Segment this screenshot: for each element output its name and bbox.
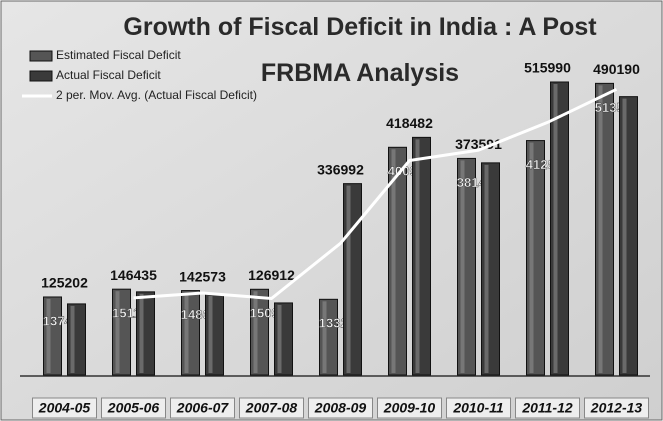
x-tick-label: 2008-09: [314, 400, 367, 416]
bar: [457, 157, 476, 376]
x-tick-label: 2012-13: [590, 400, 643, 416]
x-tick-box: [377, 397, 442, 419]
x-tick-box: [239, 397, 304, 419]
data-label: 126912: [248, 267, 295, 283]
data-label: 336992: [317, 161, 364, 177]
bar-highlight: [322, 301, 327, 373]
bar: [112, 288, 131, 376]
bar-highlight: [70, 305, 75, 373]
x-tick-label: 2007-08: [245, 400, 298, 416]
x-tick-label: 2004-05: [38, 400, 91, 416]
bar-highlight: [622, 98, 627, 374]
data-label: 418482: [386, 115, 433, 131]
bar-highlight: [460, 160, 465, 373]
x-tick-box: [584, 397, 649, 419]
data-label: 373591: [455, 136, 502, 152]
x-tick-box: [101, 397, 166, 419]
data-label: 142573: [179, 268, 226, 284]
x-tick-label: 2009-10: [383, 400, 436, 416]
bar-highlight: [391, 149, 396, 373]
x-tick-label: 2006-07: [176, 400, 230, 416]
bar: [412, 136, 431, 376]
bar: [43, 296, 62, 376]
bar: [319, 298, 338, 376]
bar: [136, 291, 155, 376]
bar-highlight: [115, 291, 120, 373]
legend-swatch: [29, 50, 53, 62]
data-label: 125202: [41, 275, 88, 291]
bar: [343, 183, 362, 376]
x-tick-label: 2010-11: [452, 400, 504, 416]
bar-highlight: [529, 142, 534, 373]
bar: [181, 290, 200, 376]
bar: [274, 302, 293, 376]
bar: [595, 82, 614, 376]
legend-label: Estimated Fiscal Deficit: [56, 48, 181, 62]
legend-label: 2 per. Mov. Avg. (Actual Fiscal Deficit): [56, 88, 257, 102]
x-tick-box: [170, 397, 235, 419]
bar-highlight: [415, 139, 420, 373]
bar-highlight: [553, 83, 558, 373]
data-label: 515990: [524, 60, 571, 76]
bar: [526, 140, 545, 376]
bar: [205, 293, 224, 376]
bar-highlight: [484, 164, 489, 373]
x-tick-box: [515, 397, 580, 419]
bar-highlight: [184, 292, 189, 373]
x-tick-label: 2005-06: [107, 400, 160, 416]
bar-highlight: [46, 298, 51, 373]
x-tick-label: 2011-12: [521, 400, 573, 416]
bar: [250, 288, 269, 376]
bar-highlight: [139, 293, 144, 373]
bar: [67, 303, 86, 376]
x-tick-box: [32, 397, 97, 419]
bar-highlight: [598, 85, 603, 373]
data-label: 490190: [593, 61, 640, 77]
x-tick-box: [446, 397, 511, 419]
bar: [619, 96, 638, 376]
x-tick-box: [308, 397, 373, 419]
chart-title: Growth of Fiscal Deficit in India : A Po…: [123, 13, 597, 87]
bar-highlight: [346, 185, 351, 373]
legend-label: Actual Fiscal Deficit: [56, 68, 161, 82]
bar-highlight: [277, 304, 282, 373]
bar-highlight: [208, 296, 213, 373]
bar-highlight: [253, 291, 258, 373]
legend-swatch: [29, 70, 53, 82]
bar: [481, 162, 500, 376]
bar: [550, 81, 569, 376]
data-label: 146435: [110, 267, 157, 283]
moving-average-line: [133, 87, 618, 301]
